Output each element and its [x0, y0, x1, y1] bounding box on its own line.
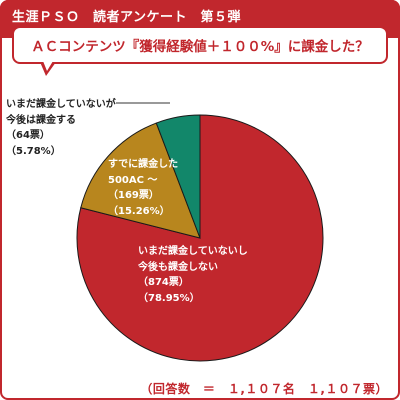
pie-slice-already-paid [80, 122, 201, 239]
question-bubble [12, 26, 388, 64]
slice-percent: （5.78%） [6, 145, 61, 157]
slice-value: （64票） [6, 130, 50, 141]
slice-value: （874票） [138, 277, 189, 288]
response-count: （回答数 ＝ １,１０７名 １,１０７票） [140, 382, 388, 396]
pie-slice-not-yet-will-pay [155, 114, 201, 239]
slice-value: （169票） [108, 190, 159, 201]
slice-label-line: いまだ課金していないが [6, 99, 116, 110]
slice-percent: （78.95%） [138, 292, 200, 304]
header-title: 生涯ＰＳＯ 読者アンケート 第５弾 [12, 10, 241, 25]
question-title: ＡＣコンテンツ『獲得経験値＋１００%』に課金した？ [31, 39, 369, 55]
question-bubble-tail-fill [43, 61, 53, 71]
slice-label-not-yet-will-pay: いまだ課金していないが 今後は課金する （64票） （5.78%） [6, 97, 116, 159]
slice-label-line: 今後も課金しない [138, 261, 218, 273]
slice-label-line: いまだ課金していないし [138, 246, 248, 257]
slice-label-line: 今後は課金する [6, 114, 76, 126]
slice-label-already-paid: すでに課金した 500AC ～ （169票） （15.26%） [108, 157, 178, 219]
slice-percent: （15.26%） [108, 205, 170, 217]
slice-label-line: すでに課金した [108, 159, 179, 170]
slice-label-not-paid-no-plan: いまだ課金していないし 今後も課金しない （874票） （78.95%） [138, 244, 248, 306]
slice-label-line: 500AC ～ [108, 174, 158, 186]
